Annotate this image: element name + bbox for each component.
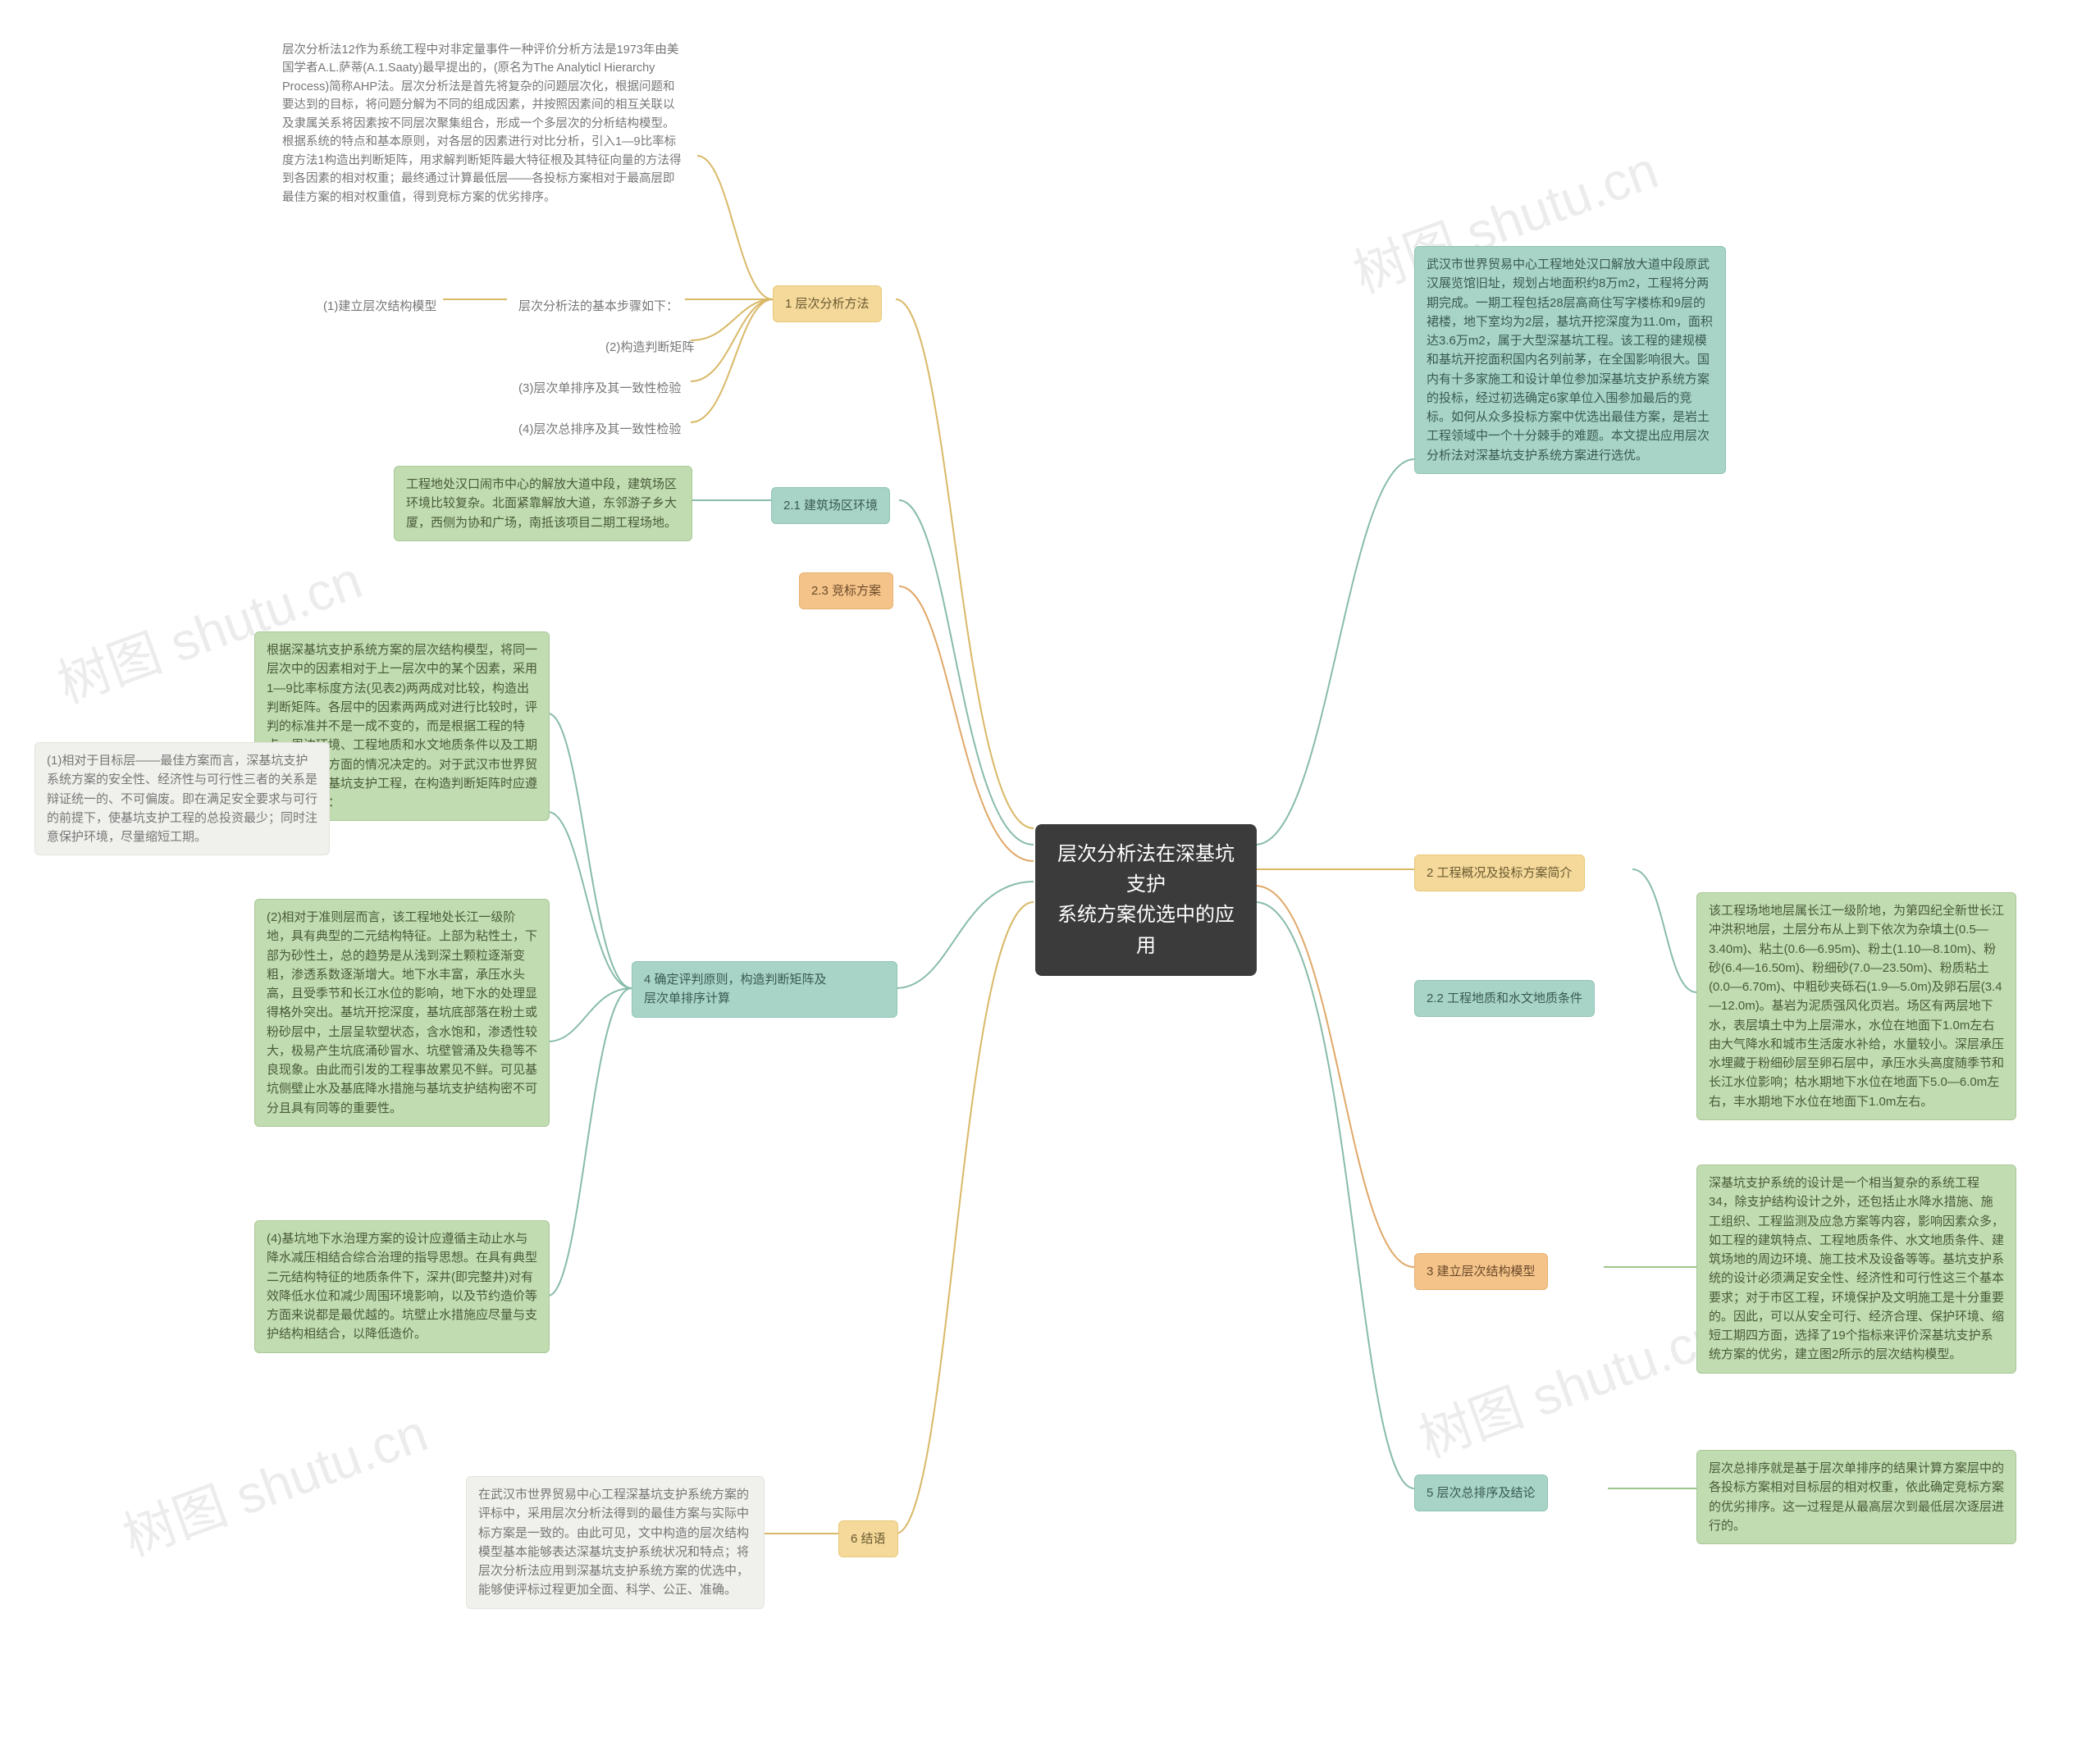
section-6-title: 6 结语 <box>838 1520 898 1557</box>
center-title: 层次分析法在深基坑支护 系统方案优选中的应用 <box>1035 824 1257 976</box>
section-5-body: 层次总排序就是基于层次单排序的结果计算方案层中的各投标方案相对目标层的相对权重，… <box>1696 1450 2016 1544</box>
section-4-p2: (2)相对于准则层而言，该工程地处长江一级阶地，具有典型的二元结构特征。上部为粘… <box>254 899 550 1127</box>
section-1-step-0: (1)建立层次结构模型 <box>312 289 448 324</box>
section-4-title: 4 确定评判原则，构造判断矩阵及 层次单排序计算 <box>632 961 897 1018</box>
section-1-step-2: (3)层次单排序及其一致性检验 <box>507 371 692 406</box>
section-4-p4: (4)基坑地下水治理方案的设计应遵循主动止水与降水减压相结合综合治理的指导思想。… <box>254 1220 550 1353</box>
section-1-step-3: (4)层次总排序及其一致性检验 <box>507 412 692 447</box>
section-3-title: 3 建立层次结构模型 <box>1414 1253 1548 1290</box>
watermark: 树图 shutu.cn <box>112 1391 436 1570</box>
intro-body: 武汉市世界贸易中心工程地处汉口解放大道中段原武汉展览馆旧址，规划占地面积约8万m… <box>1414 246 1726 474</box>
section-4-p1: (1)相对于目标层——最佳方案而言，深基坑支护系统方案的安全性、经济性与可行性三… <box>34 742 330 855</box>
section-22-body: 该工程场地地层属长江一级阶地，为第四纪全新世长江冲洪积地层，土层分布从上到下依次… <box>1696 892 2016 1120</box>
section-23-title: 2.3 竞标方案 <box>799 572 893 609</box>
section-2-title: 2 工程概况及投标方案简介 <box>1414 855 1585 891</box>
section-6-body: 在武汉市世界贸易中心工程深基坑支护系统方案的评标中，采用层次分析法得到的最佳方案… <box>466 1476 765 1609</box>
section-5-title: 5 层次总排序及结论 <box>1414 1475 1548 1511</box>
section-21-title: 2.1 建筑场区环境 <box>771 487 890 524</box>
section-1-step-1: (2)构造判断矩阵 <box>594 330 705 365</box>
section-21-body: 工程地处汉口闹市中心的解放大道中段，建筑场区环境比较复杂。北面紧靠解放大道，东邻… <box>394 466 692 541</box>
section-1-desc: 层次分析法12作为系统工程中对非定量事件一种评价分析方法是1973年由美国学者A… <box>271 33 697 215</box>
section-1-title: 1 层次分析方法 <box>773 285 882 322</box>
watermark: 树图 shutu.cn <box>1408 1292 1732 1472</box>
section-22-title: 2.2 工程地质和水文地质条件 <box>1414 980 1595 1017</box>
section-1-steps-title: 层次分析法的基本步骤如下： <box>507 289 690 324</box>
section-3-body: 深基坑支护系统的设计是一个相当复杂的系统工程34，除支护结构设计之外，还包括止水… <box>1696 1165 2016 1374</box>
